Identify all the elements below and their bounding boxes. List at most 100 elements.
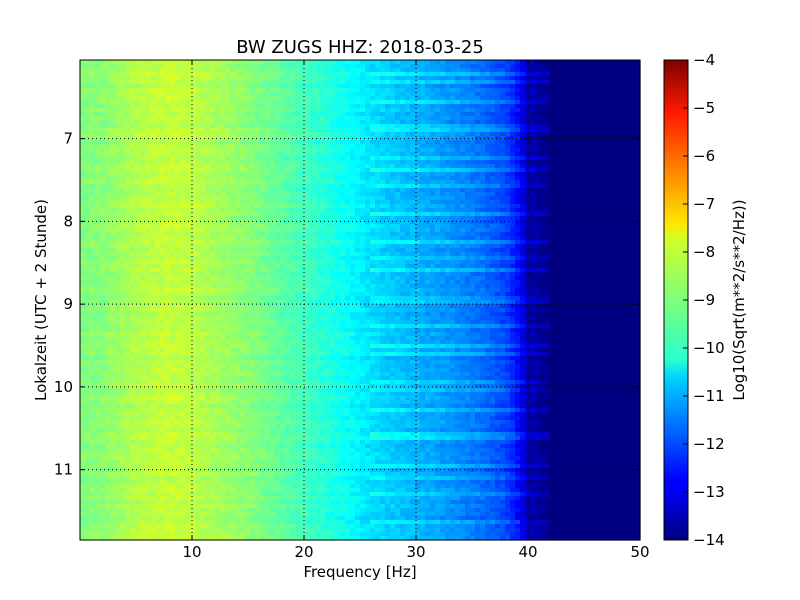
heatmap-cell	[250, 120, 256, 125]
heatmap-cell	[630, 204, 636, 209]
heatmap-cell	[330, 164, 336, 169]
heatmap-cell	[455, 192, 461, 197]
heatmap-cell	[220, 140, 226, 145]
heatmap-cell	[170, 172, 176, 177]
heatmap-cell	[290, 192, 296, 197]
heatmap-cell	[125, 96, 131, 101]
heatmap-cell	[205, 144, 211, 149]
heatmap-cell	[625, 132, 631, 137]
heatmap-cell	[405, 132, 411, 137]
heatmap-cell	[130, 64, 136, 69]
heatmap-cell	[140, 124, 146, 129]
heatmap-cell	[105, 176, 111, 181]
heatmap-cell	[630, 224, 636, 229]
heatmap-cell	[470, 204, 476, 209]
heatmap-cell	[390, 212, 396, 217]
heatmap-cell	[485, 160, 491, 165]
heatmap-cell	[120, 168, 126, 173]
heatmap-cell	[520, 148, 526, 153]
heatmap-cell	[340, 224, 346, 229]
heatmap-cell	[95, 148, 101, 153]
heatmap-cell	[260, 144, 266, 149]
heatmap-cell	[140, 164, 146, 169]
heatmap-cell	[80, 120, 86, 125]
heatmap-cell	[540, 112, 546, 117]
heatmap-cell	[260, 124, 266, 129]
heatmap-cell	[85, 184, 91, 189]
heatmap-cell	[265, 72, 271, 77]
heatmap-cell	[125, 116, 131, 121]
heatmap-cell	[295, 80, 301, 85]
heatmap-cell	[605, 112, 611, 117]
heatmap-cell	[525, 228, 531, 233]
heatmap-cell	[485, 104, 491, 109]
heatmap-cell	[630, 208, 636, 213]
heatmap-cell	[440, 84, 446, 89]
heatmap-cell	[135, 168, 141, 173]
heatmap-cell	[470, 168, 476, 173]
heatmap-cell	[245, 92, 251, 97]
heatmap-cell	[400, 188, 406, 193]
heatmap-cell	[285, 180, 291, 185]
heatmap-cell	[565, 152, 571, 157]
heatmap-cell	[155, 164, 161, 169]
heatmap-cell	[200, 96, 206, 101]
heatmap-cell	[620, 228, 626, 233]
heatmap-cell	[575, 216, 581, 221]
heatmap-cell	[430, 124, 436, 129]
heatmap-cell	[440, 208, 446, 213]
heatmap-cell	[195, 72, 201, 77]
heatmap-cell	[95, 108, 101, 113]
heatmap-cell	[85, 204, 91, 209]
heatmap-cell	[235, 60, 241, 65]
heatmap-cell	[95, 212, 101, 217]
heatmap-cell	[375, 196, 381, 201]
heatmap-cell	[530, 200, 536, 205]
heatmap-cell	[180, 204, 186, 209]
heatmap-cell	[230, 200, 236, 205]
heatmap-cell	[360, 164, 366, 169]
heatmap-cell	[325, 120, 331, 125]
heatmap-cell	[455, 80, 461, 85]
heatmap-cell	[610, 176, 616, 181]
heatmap-cell	[115, 164, 121, 169]
heatmap-cell	[240, 84, 246, 89]
heatmap-cell	[530, 164, 536, 169]
heatmap-cell	[390, 216, 396, 221]
heatmap-cell	[80, 108, 86, 113]
heatmap-cell	[355, 140, 361, 145]
heatmap-cell	[520, 184, 526, 189]
heatmap-cell	[520, 112, 526, 117]
heatmap-cell	[160, 96, 166, 101]
heatmap-cell	[580, 156, 586, 161]
heatmap-cell	[385, 148, 391, 153]
heatmap-cell	[465, 228, 471, 233]
heatmap-cell	[575, 92, 581, 97]
heatmap-cell	[185, 228, 191, 233]
heatmap-cell	[100, 140, 106, 145]
heatmap-cell	[195, 220, 201, 225]
heatmap-cell	[260, 212, 266, 217]
heatmap-cell	[625, 228, 631, 233]
heatmap-cell	[350, 168, 356, 173]
heatmap-cell	[625, 108, 631, 113]
heatmap-cell	[185, 232, 191, 237]
heatmap-cell	[360, 212, 366, 217]
heatmap-cell	[365, 160, 371, 165]
heatmap-cell	[420, 68, 426, 73]
heatmap-cell	[450, 140, 456, 145]
heatmap-cell	[370, 180, 376, 185]
heatmap-cell	[460, 68, 466, 73]
heatmap-cell	[350, 124, 356, 129]
heatmap-cell	[345, 68, 351, 73]
heatmap-cell	[360, 228, 366, 233]
heatmap-cell	[295, 112, 301, 117]
heatmap-cell	[555, 168, 561, 173]
heatmap-cell	[160, 136, 166, 141]
heatmap-cell	[185, 116, 191, 121]
heatmap-cell	[530, 220, 536, 225]
heatmap-cell	[565, 200, 571, 205]
heatmap-cell	[220, 200, 226, 205]
heatmap-cell	[330, 148, 336, 153]
heatmap-cell	[410, 60, 416, 65]
